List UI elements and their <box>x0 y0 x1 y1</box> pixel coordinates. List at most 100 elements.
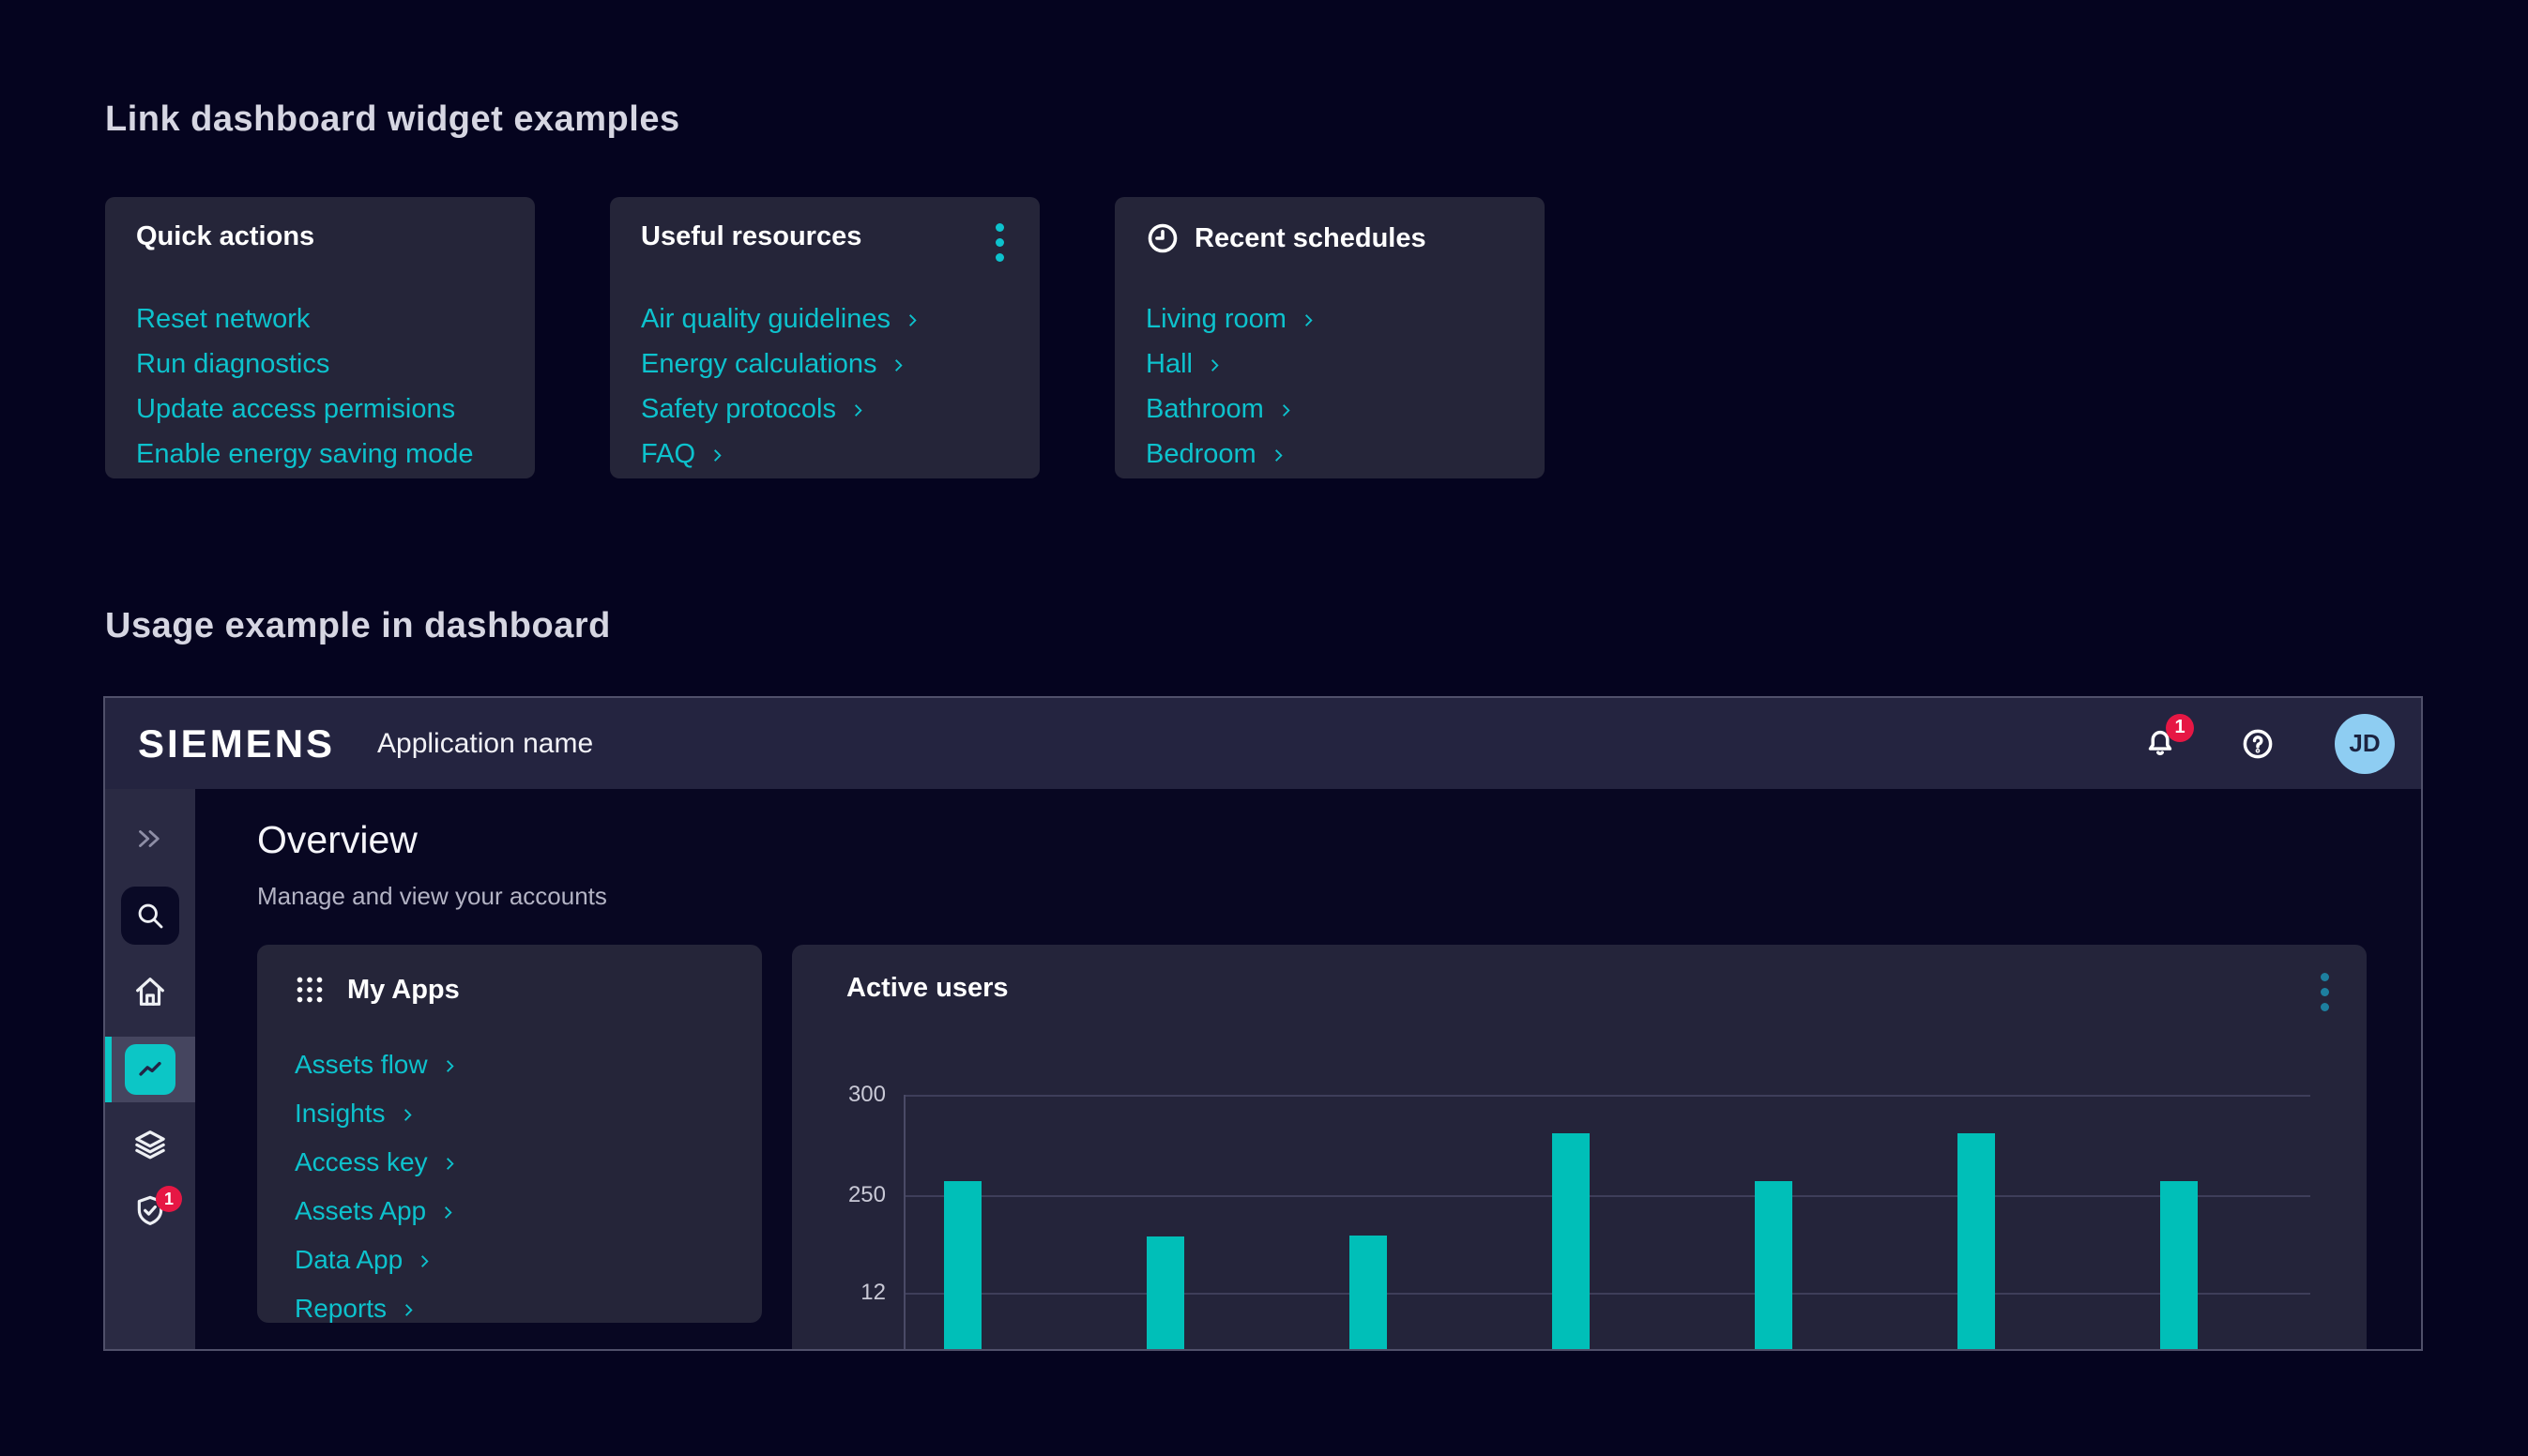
gridline <box>905 1195 2310 1197</box>
link-living-room[interactable]: Living room <box>1146 296 1317 341</box>
quick-actions-title: Quick actions <box>136 221 314 252</box>
sidebar-item-security[interactable]: 1 <box>105 1178 195 1244</box>
link-reset-network[interactable]: Reset network <box>136 296 474 341</box>
link-label: Run diagnostics <box>136 349 329 380</box>
sidebar: 1 <box>105 789 195 1351</box>
chevron-right-icon <box>442 1058 458 1074</box>
link-assets-flow[interactable]: Assets flow <box>295 1040 458 1089</box>
useful-resources-links: Air quality guidelines Energy calculatio… <box>641 296 921 477</box>
notifications-button[interactable]: 1 <box>2140 723 2181 765</box>
chevron-right-icon <box>440 1205 456 1221</box>
link-label: FAQ <box>641 439 695 470</box>
app-header: SIEMENS Application name 1 JD <box>105 698 2421 789</box>
search-icon-container <box>121 887 179 945</box>
link-assets-app[interactable]: Assets App <box>295 1187 458 1236</box>
link-update-access-permissions[interactable]: Update access permisions <box>136 387 474 432</box>
clock-icon <box>1146 221 1180 255</box>
recent-schedules-card: Recent schedules Living room Hall Bathro… <box>1115 197 1545 478</box>
link-run-diagnostics[interactable]: Run diagnostics <box>136 341 474 387</box>
link-label: Energy calculations <box>641 349 876 380</box>
chevron-right-icon <box>1271 447 1287 463</box>
sidebar-expand-button[interactable] <box>105 806 195 872</box>
sidebar-item-layers[interactable] <box>105 1112 195 1177</box>
chevron-right-icon <box>400 1107 416 1123</box>
help-button[interactable] <box>2237 723 2278 765</box>
bar <box>1349 1236 1387 1351</box>
question-icon <box>2240 726 2276 762</box>
my-apps-card: My Apps Assets flow Insights Access key … <box>257 945 762 1323</box>
page: { "page": { "section1_title": "Link dash… <box>0 0 2528 1456</box>
chevron-right-icon <box>417 1253 433 1269</box>
double-chevron-right-icon <box>133 822 167 856</box>
bar-chart-plot <box>905 1095 2310 1351</box>
quick-actions-links: Reset network Run diagnostics Update acc… <box>136 296 474 477</box>
trend-chart-icon <box>134 1054 166 1085</box>
link-faq[interactable]: FAQ <box>641 432 921 477</box>
link-label: Assets flow <box>295 1050 428 1080</box>
chevron-right-icon <box>442 1156 458 1172</box>
chevron-right-icon <box>905 312 921 328</box>
link-air-quality-guidelines[interactable]: Air quality guidelines <box>641 296 921 341</box>
link-reports[interactable]: Reports <box>295 1284 458 1333</box>
y-tick-label: 12 <box>811 1280 886 1306</box>
kebab-menu-icon[interactable] <box>996 223 1004 262</box>
y-axis-line <box>904 1095 906 1351</box>
gridline <box>905 1293 2310 1295</box>
link-label: Access key <box>295 1147 428 1177</box>
sidebar-item-home[interactable] <box>105 959 195 1024</box>
avatar[interactable]: JD <box>2335 714 2395 774</box>
bar <box>1147 1236 1184 1351</box>
chevron-right-icon <box>1301 312 1317 328</box>
sidebar-item-search[interactable] <box>105 883 195 948</box>
y-tick-label: 250 <box>811 1182 886 1208</box>
section-title-widget-examples: Link dashboard widget examples <box>105 99 680 140</box>
application-name: Application name <box>377 728 593 760</box>
y-tick-label: 300 <box>811 1082 886 1108</box>
header-actions: 1 JD <box>2140 698 2395 789</box>
chevron-right-icon <box>709 447 725 463</box>
sidebar-item-analytics-active[interactable] <box>105 1037 195 1102</box>
link-label: Bathroom <box>1146 394 1264 425</box>
chevron-right-icon <box>401 1302 417 1318</box>
link-label: Update access permisions <box>136 394 455 425</box>
chevron-right-icon <box>1207 357 1223 373</box>
link-label: Safety protocols <box>641 394 836 425</box>
dashboard-mockup: SIEMENS Application name 1 JD <box>103 696 2423 1351</box>
link-label: Enable energy saving mode <box>136 439 474 470</box>
link-data-app[interactable]: Data App <box>295 1236 458 1284</box>
active-users-card: Active users 30025012 <box>792 945 2367 1351</box>
link-safety-protocols[interactable]: Safety protocols <box>641 387 921 432</box>
link-label: Hall <box>1146 349 1193 380</box>
page-title: Overview <box>257 818 418 862</box>
link-access-key[interactable]: Access key <box>295 1138 458 1187</box>
kebab-menu-icon[interactable] <box>2321 973 2329 1011</box>
link-label: Living room <box>1146 304 1287 335</box>
apps-grid-icon <box>293 973 327 1007</box>
bar <box>1755 1181 1792 1351</box>
link-enable-energy-saving[interactable]: Enable energy saving mode <box>136 432 474 477</box>
link-label: Data App <box>295 1245 403 1275</box>
my-apps-links: Assets flow Insights Access key Assets A… <box>295 1040 458 1333</box>
bar <box>944 1181 982 1351</box>
bar <box>1957 1133 1995 1351</box>
link-label: Air quality guidelines <box>641 304 891 335</box>
search-icon <box>133 899 167 933</box>
link-label: Assets App <box>295 1196 426 1226</box>
my-apps-title: My Apps <box>347 975 460 1006</box>
gridline <box>905 1095 2310 1097</box>
section-title-usage-example: Usage example in dashboard <box>105 606 611 646</box>
chevron-right-icon <box>891 357 906 373</box>
link-bedroom[interactable]: Bedroom <box>1146 432 1317 477</box>
notification-badge: 1 <box>2166 714 2194 742</box>
link-energy-calculations[interactable]: Energy calculations <box>641 341 921 387</box>
link-bathroom[interactable]: Bathroom <box>1146 387 1317 432</box>
quick-actions-card: Quick actions Reset network Run diagnost… <box>105 197 535 478</box>
link-label: Reports <box>295 1294 387 1324</box>
useful-resources-card: Useful resources Air quality guidelines … <box>610 197 1040 478</box>
siemens-logo: SIEMENS <box>138 721 335 766</box>
layers-icon <box>131 1126 169 1163</box>
link-hall[interactable]: Hall <box>1146 341 1317 387</box>
chevron-right-icon <box>1278 402 1294 418</box>
link-insights[interactable]: Insights <box>295 1089 458 1138</box>
recent-schedules-title: Recent schedules <box>1195 223 1426 254</box>
